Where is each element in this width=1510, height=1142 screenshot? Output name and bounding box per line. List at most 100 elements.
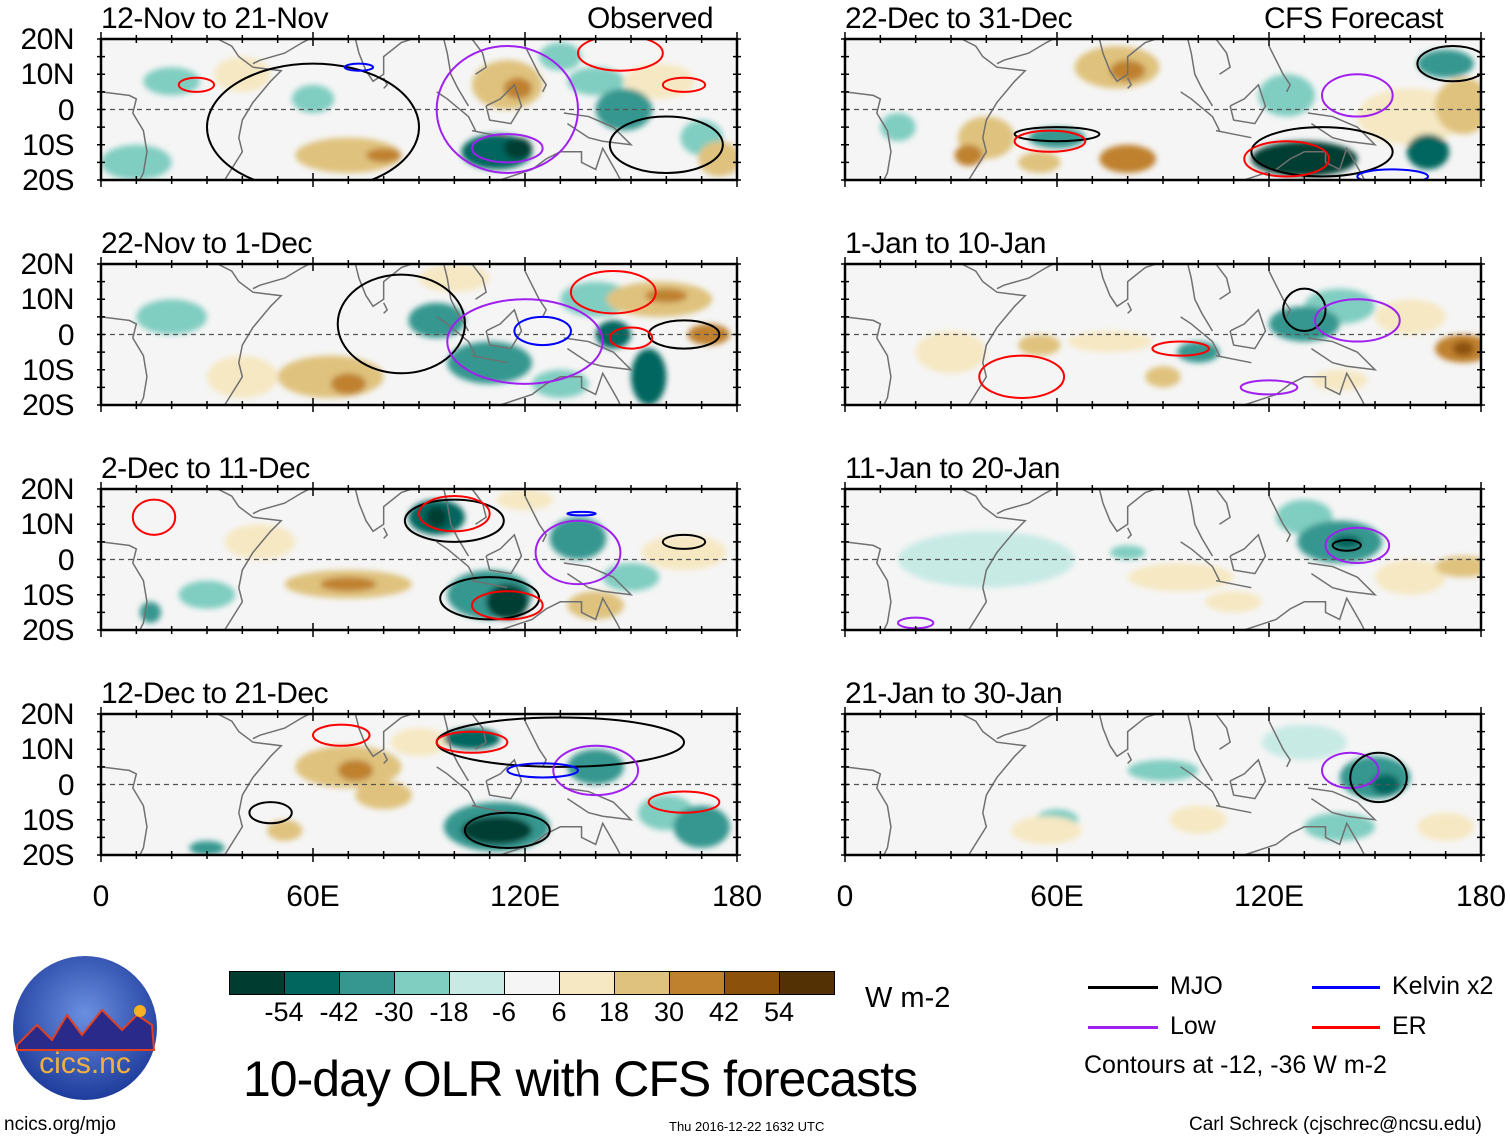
positive-olr-anomaly [390,728,448,757]
panel-title: 21-Jan to 30-Jan [845,677,1063,710]
coastline [443,264,470,332]
legend-swatch-er [1312,1026,1380,1029]
mjo-contour [1250,126,1394,178]
colorbar-label: 42 [708,997,740,1027]
mjo-contour [403,498,505,543]
y-tick-label: 20N [20,23,74,56]
negative-olr-anomaly [1177,341,1220,363]
er-contour [471,590,544,621]
mjo-contour [206,62,420,180]
negative-olr-anomaly [1251,141,1358,177]
positive-olr-anomaly [277,355,384,398]
positive-olr-anomaly [1067,330,1153,353]
positive-olr-anomaly [915,330,987,374]
negative-olr-anomaly [1261,724,1347,760]
coastline [1215,579,1252,589]
coastline [101,766,148,855]
negative-olr-anomaly [560,281,631,317]
forecast-column-label: CFS Forecast [1264,2,1444,35]
negative-olr-anomaly [1304,812,1375,841]
negative-olr-anomaly [631,348,667,405]
coastline [471,804,508,814]
negative-olr-anomaly [1332,534,1361,549]
positive-olr-anomaly [267,819,303,841]
coastline [961,39,1027,180]
positive-olr-anomaly [366,148,402,163]
colorbar-label: -6 [491,997,516,1027]
mjo-contour [1282,287,1327,332]
negative-olr-anomaly [1406,134,1450,170]
coastline [217,489,283,630]
colorbar-swatch [670,972,725,994]
coastline [471,579,508,589]
y-tick-label: 0 [57,543,75,577]
positive-olr-anomaly [496,489,554,511]
y-tick-label: 10N [20,283,74,317]
negative-olr-anomaly [426,506,448,528]
coastline [485,308,523,350]
coastline [1215,489,1231,525]
y-tick-label: 10S [22,128,74,162]
positive-olr-anomaly [641,534,727,571]
low-contour [1239,379,1299,396]
panel-title: 1-Jan to 10-Jan [845,227,1046,260]
x-tick-label: 120E [1233,880,1305,913]
coastline [354,489,413,533]
coastline [354,714,413,758]
y-tick-label: 10N [20,58,74,92]
colorbar-label: 30 [653,997,685,1027]
map-panel [841,32,1485,187]
mjo-contour [1331,539,1362,552]
coastline [101,541,148,630]
coastline [101,316,148,405]
negative-olr-anomaly [1258,74,1315,117]
mjo-contour [463,811,551,849]
negative-olr-anomaly [898,531,1075,588]
positive-olr-anomaly [1417,812,1474,841]
x-tick-label: 60E [286,880,340,913]
positive-olr-anomaly [320,577,377,592]
er-contour [1243,140,1331,178]
coastline [101,91,148,180]
map-panel [97,32,741,187]
coastline [563,787,634,821]
positive-olr-anomaly [224,524,296,560]
panel-title: 11-Jan to 20-Jan [845,452,1060,485]
positive-olr-anomaly [1205,591,1262,613]
coastline [485,758,523,800]
coastline [382,752,389,764]
coastline [471,39,487,75]
er-contour [435,730,509,754]
positive-olr-anomaly [623,63,695,99]
coastline [217,264,283,405]
low-contour [1320,73,1394,118]
coastline [1244,596,1366,630]
negative-olr-anomaly [880,113,916,142]
colorbar-label: -18 [429,997,469,1027]
low-contour [534,519,622,586]
legend-label-low: Low [1170,1012,1216,1040]
coastline [1098,264,1157,308]
coastline [252,489,310,515]
positive-olr-anomaly [1099,144,1156,173]
positive-olr-anomaly [567,591,624,620]
positive-olr-anomaly [1435,77,1481,135]
coastline [1126,752,1133,764]
panel-title: 22-Dec to 31-Dec [845,2,1073,35]
er-contour [1013,129,1087,153]
coastline [443,489,470,557]
coastline [563,562,634,596]
logo-text: cics.nc [39,1047,131,1080]
coastline [436,766,477,806]
coastline [354,264,413,308]
positive-olr-anomaly [355,780,412,810]
observed-column-label: Observed [587,2,714,35]
mjo-contour [608,115,724,174]
positive-olr-anomaly [330,373,366,395]
positive-olr-anomaly [1127,563,1234,592]
coastline [471,129,508,139]
negative-olr-anomaly [101,144,172,180]
legend-swatch-kelvin [1312,986,1380,989]
positive-olr-anomaly [1170,805,1227,834]
colorbar-swatch [395,972,450,994]
